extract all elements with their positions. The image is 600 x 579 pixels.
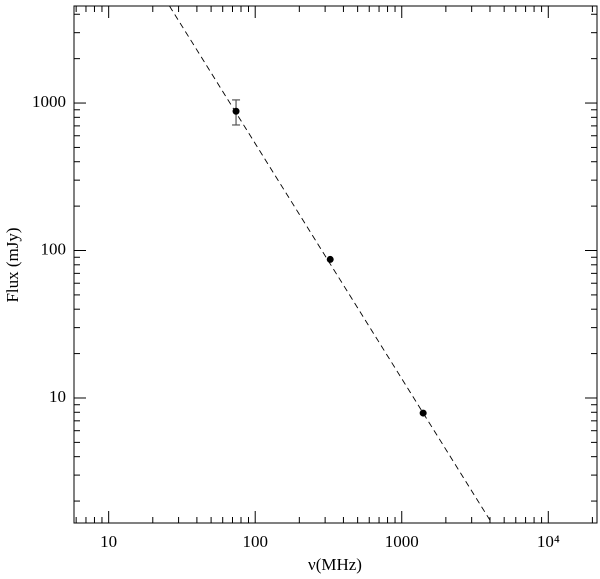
x-tick-label: 1000 [385,532,419,551]
fit-line [169,5,493,524]
y-tick-label: 10 [49,387,66,406]
x-tick-label: 10⁴ [537,532,560,551]
x-tick-label: 100 [242,532,268,551]
y-tick-label: 1000 [32,92,66,111]
data-point [232,107,240,115]
data-point [419,409,427,417]
x-axis-label: ν(MHz) [308,555,362,574]
y-tick-label: 100 [41,239,67,258]
data-point [326,255,334,263]
x-tick-label: 10 [100,532,117,551]
plot-frame [73,5,598,524]
y-axis-label: Flux (mJy) [3,227,22,302]
